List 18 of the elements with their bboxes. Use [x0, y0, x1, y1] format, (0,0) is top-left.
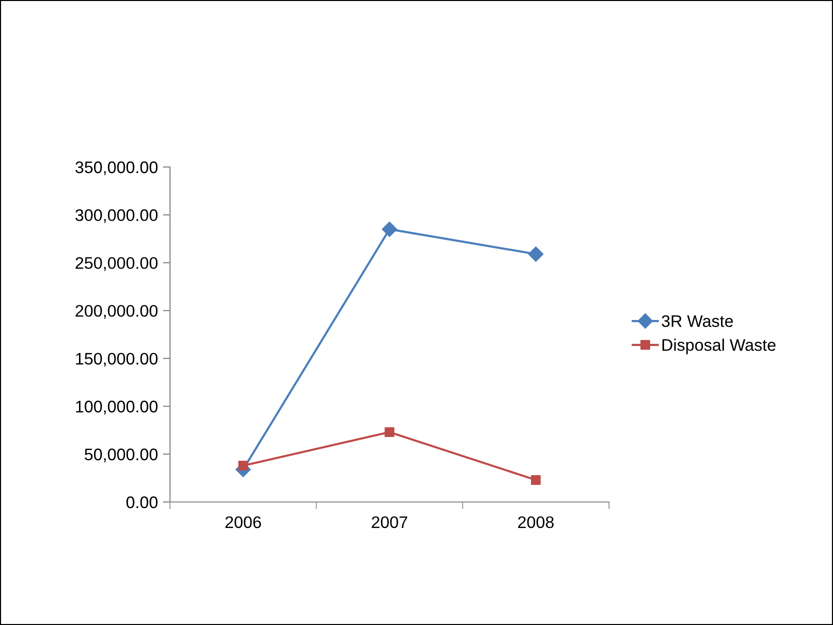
legend-label: Disposal Waste [662, 338, 776, 354]
x-tick-label: 2008 [518, 516, 554, 528]
point [528, 246, 544, 262]
y-tick-label: 350,000.00 [75, 161, 158, 176]
x-tick-label: 2007 [372, 516, 408, 528]
y-tick-label: 300,000.00 [75, 209, 158, 224]
point [382, 222, 398, 237]
y-tick-label: 200,000.00 [76, 304, 158, 319]
y-tick-label: 0.00 [126, 496, 158, 508]
point [238, 460, 248, 470]
point [384, 427, 394, 437]
point [530, 475, 541, 485]
y-tick-label: 50,000.00 [84, 448, 158, 462]
y-tick-label: 100,000.00 [76, 400, 158, 414]
x-tick-label: 2006 [225, 516, 261, 528]
y-tick-label: 150,000.00 [76, 352, 158, 367]
y-tick-label: 250,000.00 [76, 257, 158, 271]
legend-label: 3R Waste [662, 315, 733, 328]
